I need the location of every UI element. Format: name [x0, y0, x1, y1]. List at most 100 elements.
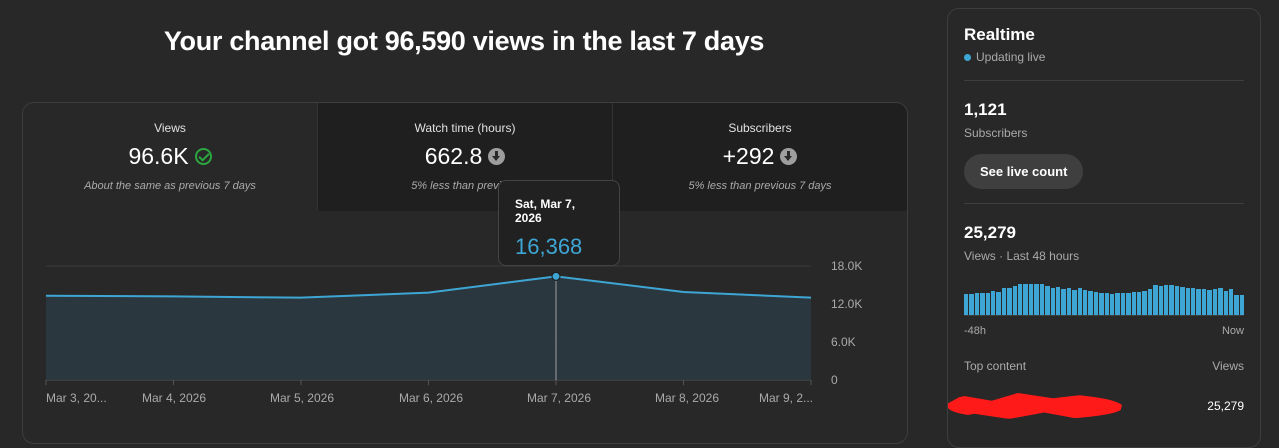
realtime-bar	[991, 291, 996, 315]
realtime-bar	[996, 291, 1001, 315]
redacted-video-title	[948, 393, 1123, 419]
realtime-bar	[1234, 294, 1239, 315]
realtime-bar	[1239, 294, 1245, 315]
chart-tooltip: Sat, Mar 7, 2026 16,368	[498, 180, 620, 266]
tooltip-value: 16,368	[515, 234, 583, 259]
realtime-status: Updating live	[964, 50, 1244, 64]
tab-value-row: 96.6K	[23, 143, 317, 170]
realtime-bar	[1082, 289, 1088, 315]
realtime-bar	[980, 292, 985, 315]
realtime-bar	[1207, 289, 1212, 315]
top-content-views: 25,279	[1207, 399, 1244, 413]
check-circle-icon	[194, 148, 212, 165]
tab-value-row: 662.8	[318, 143, 612, 170]
divider	[964, 80, 1244, 81]
top-content-label: Top content	[964, 359, 1027, 373]
realtime-bar	[1072, 289, 1077, 315]
realtime-bar	[1174, 285, 1180, 315]
metric-tabs: Views 96.6K About the same as previous 7…	[23, 103, 907, 211]
realtime-bar	[1001, 287, 1007, 315]
realtime-bar	[1023, 283, 1028, 315]
realtime-bar	[1077, 287, 1082, 315]
tab-note: 5% less than previous 7 days	[688, 180, 832, 192]
tab-subscribers[interactable]: Subscribers +292 5% less than previous 7…	[612, 103, 907, 211]
realtime-bar	[1131, 291, 1136, 315]
realtime-bar	[1093, 291, 1099, 315]
realtime-bar	[1099, 292, 1104, 315]
views-area	[46, 276, 811, 380]
realtime-bar	[985, 292, 991, 315]
views-48h-count: 25,279	[964, 223, 1016, 242]
realtime-bar	[1169, 285, 1174, 315]
realtime-bar	[1147, 289, 1153, 315]
top-content-header: Top content Views	[964, 359, 1244, 373]
x-tick-label: Mar 8, 2026	[655, 391, 719, 405]
tab-value: 662.8	[424, 143, 483, 169]
realtime-bar	[1109, 293, 1115, 315]
realtime-status-text: Updating live	[976, 50, 1046, 64]
arrow-down-circle-icon	[488, 148, 506, 165]
divider	[964, 203, 1244, 204]
x-tick-label: Mar 5, 2026	[270, 391, 334, 405]
live-dot-icon	[964, 53, 971, 61]
views-chart[interactable]: 18.0K 12.0K 6.0K 0 Mar 3, 20... Mar 4, 2026 Ma…	[0, 0, 906, 429]
hover-point	[551, 271, 561, 281]
page-headline: Your channel got 96,590 views in the las…	[163, 26, 765, 56]
realtime-bar	[1066, 288, 1072, 315]
realtime-bar	[1055, 287, 1061, 315]
realtime-bar	[969, 293, 974, 315]
realtime-panel: Realtime Updating live 1,121 Subscribers…	[947, 8, 1261, 448]
realtime-bar	[1142, 290, 1147, 315]
overview-card: Views 96.6K About the same as previous 7…	[22, 102, 908, 444]
realtime-bar	[1012, 285, 1018, 315]
realtime-bar	[1158, 285, 1164, 315]
realtime-bar	[974, 293, 980, 315]
realtime-bar	[1228, 289, 1234, 315]
realtime-bar	[1115, 293, 1120, 315]
y-tick-label: 12.0K	[831, 297, 862, 311]
x-tick-label: Mar 4, 2026	[142, 391, 206, 405]
top-content-views-label: Views	[1212, 359, 1244, 373]
realtime-bar	[1050, 287, 1055, 315]
tab-value: +292	[722, 143, 775, 169]
tab-value-row: +292	[613, 143, 907, 170]
realtime-bar	[1061, 289, 1066, 315]
tab-note: About the same as previous 7 days	[84, 180, 256, 192]
realtime-bar	[1039, 284, 1045, 315]
top-content-row[interactable]: 25,279	[948, 393, 1244, 419]
x-tick-label: Mar 6, 2026	[399, 391, 463, 405]
subscribers-count: 1,121	[964, 100, 1007, 119]
realtime-bar	[964, 293, 969, 315]
tab-note: 5% less than previous	[411, 180, 519, 192]
realtime-bar	[1201, 289, 1207, 315]
realtime-bar	[1185, 287, 1191, 315]
realtime-bar	[1007, 288, 1012, 315]
x-tick-label: Mar 7, 2026	[527, 391, 591, 405]
views-48h-label: Views · Last 48 hours	[964, 249, 1080, 263]
tab-watch-time[interactable]: Watch time (hours) 662.8 5% less than pr…	[317, 103, 612, 211]
x-tick-label: Mar 3, 20...	[46, 391, 107, 405]
realtime-bar	[1104, 293, 1109, 315]
see-live-count-button[interactable]: See live count	[964, 154, 1084, 189]
realtime-title: Realtime	[964, 25, 1035, 44]
tooltip-date: Sat, Mar 7, 2026	[515, 197, 576, 225]
realtime-bar	[1191, 287, 1196, 315]
realtime-bar-chart[interactable]	[964, 281, 1245, 315]
realtime-bar	[1120, 292, 1126, 315]
tab-label: Watch time (hours)	[414, 121, 516, 135]
realtime-bar	[1153, 285, 1158, 315]
tab-views[interactable]: Views 96.6K About the same as previous 7…	[23, 103, 317, 211]
views-line	[45, 275, 812, 299]
tab-label: Subscribers	[728, 121, 792, 135]
realtime-bar	[1088, 291, 1093, 315]
realtime-bar	[1196, 289, 1201, 315]
realtime-bar	[1126, 292, 1131, 315]
y-tick-label: 18.0K	[831, 259, 862, 273]
realtime-bar	[1045, 286, 1050, 315]
y-tick-label: 6.0K	[831, 335, 856, 349]
subscribers-label: Subscribers	[964, 126, 1028, 140]
realtime-bar	[1180, 287, 1185, 315]
realtime-bar	[1034, 283, 1039, 315]
arrow-down-circle-icon	[780, 148, 798, 165]
axis-end-label: Now	[1221, 325, 1244, 337]
